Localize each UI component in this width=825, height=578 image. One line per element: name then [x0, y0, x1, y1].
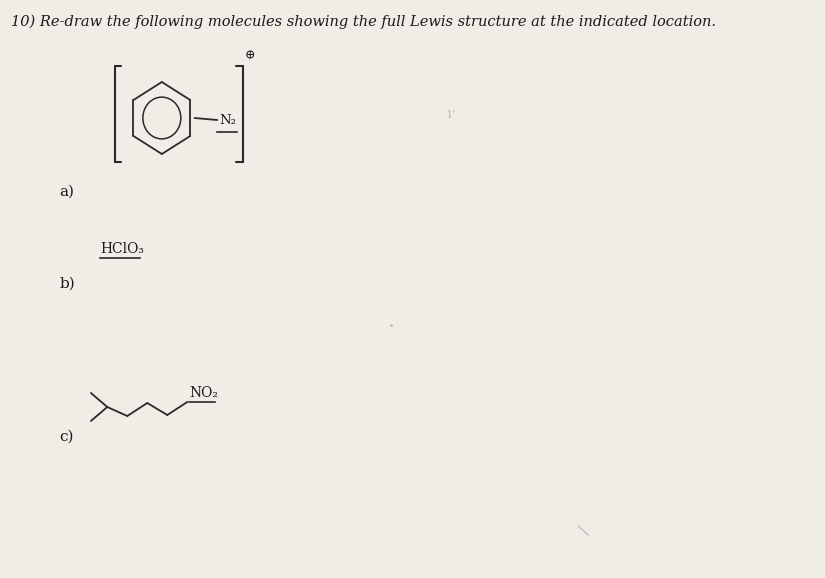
- Text: 1': 1': [446, 110, 455, 120]
- Text: HClO₃: HClO₃: [100, 242, 144, 256]
- Text: NO₂: NO₂: [189, 386, 218, 400]
- Text: c): c): [59, 430, 73, 444]
- Text: 10) Re-draw the following molecules showing the full Lewis structure at the indi: 10) Re-draw the following molecules show…: [11, 15, 716, 29]
- Text: a): a): [59, 185, 74, 199]
- Text: N₂: N₂: [219, 113, 236, 127]
- Text: b): b): [59, 277, 75, 291]
- Text: ⊕: ⊕: [244, 49, 255, 62]
